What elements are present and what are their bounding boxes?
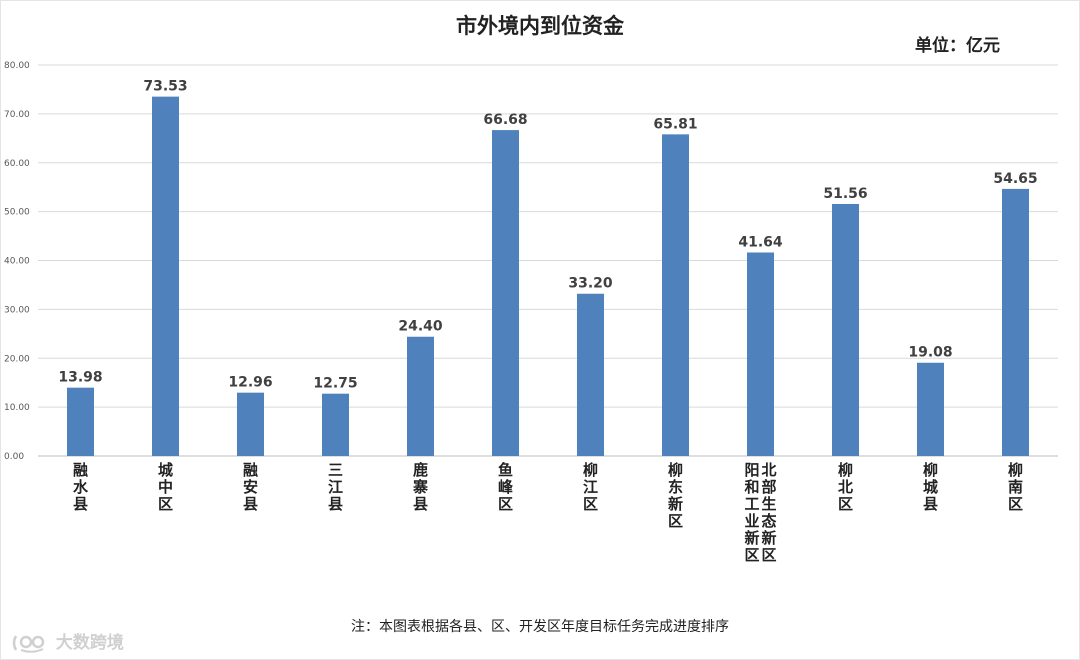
bar bbox=[832, 204, 859, 456]
y-tick-label: 10.00 bbox=[4, 403, 30, 413]
x-tick-label-char: 区 bbox=[838, 495, 853, 513]
x-tick-label-char: 城 bbox=[923, 478, 938, 496]
x-tick-label-char: 寨 bbox=[412, 478, 428, 496]
x-tick-label-char: 态 bbox=[761, 512, 776, 530]
x-tick-label-char: 柳 bbox=[583, 461, 598, 479]
bar bbox=[1002, 188, 1029, 456]
chart-title: 市外境内到位资金 bbox=[456, 13, 624, 38]
x-tick-label-char: 东 bbox=[668, 478, 683, 496]
x-tick-label-char: 区 bbox=[498, 495, 513, 513]
bar-value-label: 65.81 bbox=[653, 116, 697, 132]
bar-value-label: 41.64 bbox=[738, 234, 783, 250]
y-tick-label: 30.00 bbox=[4, 305, 30, 315]
x-tick-label-char: 区 bbox=[583, 495, 598, 513]
x-tick-label-char: 业 bbox=[744, 512, 759, 530]
bar-value-label: 73.53 bbox=[143, 79, 187, 95]
x-tick-label-char: 部 bbox=[761, 478, 776, 496]
bar bbox=[662, 134, 689, 456]
bar bbox=[237, 392, 264, 456]
y-tick-label: 40.00 bbox=[4, 257, 30, 267]
x-tick-label-char: 中 bbox=[158, 478, 173, 496]
footnote: 注：本图表根据各县、区、开发区年度目标任务完成进度排序 bbox=[351, 619, 729, 635]
y-tick-label: 20.00 bbox=[4, 354, 30, 364]
x-tick-label-char: 融 bbox=[243, 461, 258, 479]
bar-value-label: 12.96 bbox=[228, 375, 272, 391]
x-tick-label-char: 北 bbox=[838, 478, 853, 496]
bar bbox=[917, 362, 944, 456]
x-tick-label-char: 县 bbox=[923, 495, 938, 513]
bar-value-label: 13.98 bbox=[58, 370, 102, 386]
bar-value-label: 51.56 bbox=[823, 186, 867, 202]
unit-label: 单位：亿元 bbox=[915, 36, 1000, 56]
y-tick-label: 50.00 bbox=[4, 208, 30, 218]
bar-value-label: 19.08 bbox=[908, 345, 952, 361]
x-tick-label-char: 新 bbox=[668, 495, 683, 513]
x-tick-label-char: 和 bbox=[744, 478, 759, 496]
x-tick-label-char: 区 bbox=[761, 546, 776, 564]
x-tick-label-char: 南 bbox=[1008, 478, 1023, 496]
value-labels: 13.98 73.53 12.96 12.75 24.40 66.68 33.20 65.81… bbox=[58, 79, 1037, 392]
bars bbox=[67, 96, 1029, 456]
bar-value-label: 66.68 bbox=[483, 112, 527, 128]
gridlines bbox=[38, 64, 1058, 457]
bar bbox=[492, 130, 519, 456]
bar bbox=[747, 252, 774, 456]
y-tick-label: 80.00 bbox=[4, 61, 30, 71]
x-tick-label-char: 柳 bbox=[668, 461, 683, 479]
bar bbox=[322, 393, 349, 456]
x-tick-label-char: 鱼 bbox=[498, 461, 513, 479]
watermark: 大数跨境 bbox=[10, 628, 124, 654]
x-tick-label-char: 县 bbox=[328, 495, 343, 513]
bar-value-label: 33.20 bbox=[568, 276, 613, 292]
x-tick-label-char: 柳 bbox=[1008, 461, 1023, 479]
x-tick-label-char: 区 bbox=[158, 495, 173, 513]
x-tick-label-char: 柳 bbox=[838, 461, 853, 479]
watermark-text: 大数跨境 bbox=[55, 633, 124, 653]
watermark-logo-icon bbox=[12, 635, 45, 653]
x-tick-label-char: 新 bbox=[761, 529, 776, 547]
x-tick-label-char: 安 bbox=[243, 478, 258, 496]
bar-value-label: 24.40 bbox=[398, 319, 443, 335]
bar bbox=[152, 96, 179, 456]
x-tick-label-char: 县 bbox=[243, 495, 258, 513]
bar bbox=[407, 336, 434, 456]
y-axis-ticks: 0.00 10.00 20.00 30.00 40.00 50.00 60.00 70.00 8… bbox=[4, 61, 30, 462]
y-tick-label: 60.00 bbox=[4, 159, 30, 169]
x-tick-label-char: 柳 bbox=[923, 461, 938, 479]
x-tick-label-char: 鹿 bbox=[413, 461, 428, 479]
bar bbox=[67, 387, 94, 456]
x-tick-label-char: 江 bbox=[583, 478, 598, 496]
bar-value-label: 12.75 bbox=[313, 376, 357, 392]
x-tick-label-char: 城 bbox=[158, 461, 173, 479]
x-tick-label-char: 生 bbox=[761, 495, 776, 513]
x-tick-label-char: 北 bbox=[761, 461, 776, 479]
y-tick-label: 0.00 bbox=[4, 452, 24, 462]
y-tick-label: 70.00 bbox=[4, 110, 30, 120]
x-tick-label-char: 新 bbox=[744, 529, 759, 547]
x-tick-label-char: 工 bbox=[744, 495, 759, 513]
x-tick-label-char: 县 bbox=[413, 495, 428, 513]
x-tick-label-char: 县 bbox=[73, 495, 88, 513]
x-tick-label-char: 融 bbox=[73, 461, 88, 479]
x-tick-label-char: 阳 bbox=[744, 461, 759, 479]
bar-value-label: 54.65 bbox=[993, 171, 1037, 187]
x-tick-label-char: 三 bbox=[328, 461, 343, 479]
bar bbox=[577, 293, 604, 456]
x-tick-label-char: 区 bbox=[744, 546, 759, 564]
x-tick-label-char: 江 bbox=[328, 478, 343, 496]
x-tick-label-char: 峰 bbox=[498, 478, 514, 496]
x-tick-label-char: 区 bbox=[1008, 495, 1023, 513]
x-tick-label-char: 水 bbox=[73, 478, 89, 496]
bar-chart: 0.00 10.00 20.00 30.00 40.00 50.00 60.00 70.00 8… bbox=[4, 61, 1058, 564]
x-axis-labels: 融水县城中区融安县三江县鹿寨县鱼峰区柳江区柳东新区阳和工业新区北部生态新区柳北区… bbox=[73, 461, 1023, 564]
x-tick-label-char: 区 bbox=[668, 512, 683, 530]
